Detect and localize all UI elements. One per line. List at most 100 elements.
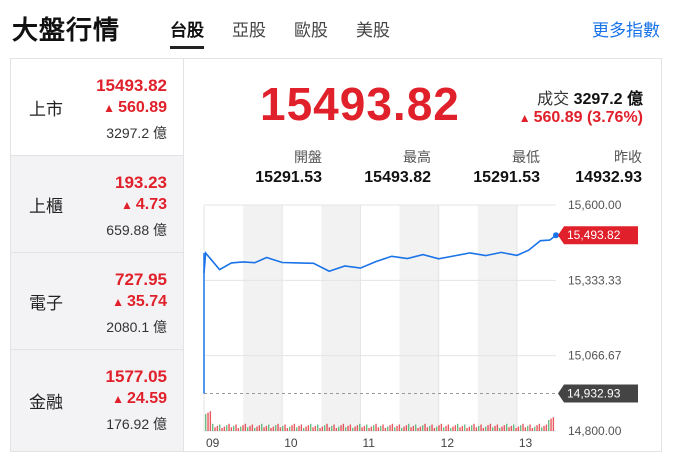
volume-bar bbox=[230, 427, 233, 431]
volume-bar bbox=[492, 427, 494, 431]
y-tick-label: 14,800.00 bbox=[568, 424, 622, 438]
volume-label: 成交 bbox=[537, 91, 570, 108]
sidebar-item-price: 727.95 bbox=[115, 270, 167, 289]
stat-value: 15291.53 bbox=[473, 169, 540, 186]
volume-bar bbox=[415, 424, 417, 431]
more-indices-link[interactable]: 更多指數 bbox=[592, 21, 660, 40]
volume-bar bbox=[494, 425, 496, 431]
volume-bar bbox=[422, 425, 424, 431]
sidebar-item-change: ▲ 560.89 bbox=[103, 99, 167, 117]
market-panel: 上市 15493.82 ▲ 560.89 3297.2 億 上櫃 193.23 ▲… bbox=[10, 58, 662, 452]
current-price-tag bbox=[558, 226, 638, 245]
volume-bar bbox=[408, 423, 410, 431]
sidebar-item-electronics[interactable]: 電子 727.95 ▲ 35.74 2080.1 億 bbox=[11, 253, 183, 350]
volume-bar bbox=[389, 425, 391, 431]
volume-bar bbox=[454, 425, 457, 431]
sidebar-item-otc[interactable]: 上櫃 193.23 ▲ 4.73 659.88 億 bbox=[11, 156, 183, 253]
volume-bar bbox=[298, 425, 300, 431]
volume-bar bbox=[268, 424, 270, 431]
volume-bar bbox=[312, 427, 314, 431]
volume-bar bbox=[461, 425, 464, 431]
volume-bar bbox=[258, 425, 261, 431]
up-triangle-icon: ▲ bbox=[518, 111, 531, 125]
intraday-chart[interactable]: 15,600.00 15,333.33 15,066.67 14,800.00 09 10… bbox=[184, 199, 661, 451]
tab-us[interactable]: 美股 bbox=[356, 21, 390, 40]
volume-bar bbox=[394, 427, 396, 431]
sidebar-item-change: ▲ 24.59 bbox=[112, 390, 167, 408]
tab-europe[interactable]: 歐股 bbox=[294, 21, 328, 40]
volume-bar bbox=[244, 423, 247, 431]
stat-low: 最低 15291.53 bbox=[473, 147, 540, 187]
volume-bar bbox=[254, 428, 256, 431]
stat-label: 昨收 bbox=[614, 149, 642, 165]
volume-bar bbox=[464, 424, 466, 431]
volume-bar bbox=[354, 426, 356, 431]
volume-bar bbox=[363, 425, 366, 431]
x-tick-label: 13 bbox=[519, 436, 533, 450]
volume-bar bbox=[524, 427, 527, 431]
volume-bar bbox=[487, 425, 489, 431]
volume-bar bbox=[286, 428, 289, 431]
volume-bar bbox=[445, 425, 447, 431]
volume-bar bbox=[249, 425, 251, 431]
change-value: 560.89 (3.76%) bbox=[533, 109, 643, 126]
volume-bar bbox=[485, 426, 487, 431]
sidebar-item-price: 1577.05 bbox=[105, 367, 167, 386]
volume-bar bbox=[361, 427, 363, 431]
stat-prev-close: 昨收 14932.93 bbox=[575, 147, 642, 187]
tab-asia[interactable]: 亞股 bbox=[232, 21, 266, 40]
page-title: 大盤行情 bbox=[12, 15, 121, 45]
volume-bar bbox=[468, 426, 471, 431]
x-tick-label: 10 bbox=[284, 436, 298, 450]
volume-bar bbox=[209, 411, 212, 431]
y-tick-label: 15,600.00 bbox=[568, 199, 622, 212]
stat-high: 最高 15493.82 bbox=[364, 147, 431, 187]
x-tick-label: 12 bbox=[441, 436, 455, 450]
market-tabs: 台股 亞股 歐股 美股 bbox=[170, 16, 390, 49]
volume-bar bbox=[426, 427, 429, 431]
volume-bar bbox=[347, 425, 349, 431]
volume-bar bbox=[326, 423, 328, 431]
volume-bar bbox=[440, 423, 443, 431]
volume-bar bbox=[282, 425, 284, 431]
stat-value: 14932.93 bbox=[575, 169, 642, 186]
sidebar-item-volume: 2080.1 億 bbox=[106, 319, 167, 335]
sidebar-item-listed[interactable]: 上市 15493.82 ▲ 560.89 3297.2 億 bbox=[11, 59, 183, 156]
volume-bar bbox=[457, 423, 459, 431]
volume-bar bbox=[359, 423, 361, 431]
x-tick-label: 11 bbox=[362, 436, 375, 450]
volume-bar bbox=[482, 428, 485, 431]
stat-label: 最低 bbox=[512, 149, 540, 165]
volume-bar bbox=[328, 427, 331, 431]
volume-bar bbox=[531, 428, 534, 431]
sidebar-item-change: ▲ 35.74 bbox=[112, 293, 167, 311]
volume-value: 3297.2 億 bbox=[573, 91, 643, 108]
prev-close-tag-label: 14,932.93 bbox=[567, 386, 621, 400]
volume-bar bbox=[270, 428, 272, 431]
volume-bar bbox=[541, 427, 543, 431]
volume-bar bbox=[478, 425, 480, 431]
volume-bar bbox=[212, 423, 214, 431]
up-triangle-icon: ▲ bbox=[112, 295, 124, 309]
sidebar-item-name: 上市 bbox=[29, 100, 63, 119]
hour-band bbox=[321, 205, 361, 431]
stat-open: 開盤 15291.53 bbox=[255, 147, 322, 187]
volume-bar bbox=[233, 425, 235, 431]
volume-bar bbox=[412, 425, 415, 431]
tab-taiwan[interactable]: 台股 bbox=[170, 16, 204, 49]
volume-bar bbox=[384, 428, 387, 431]
volume-bar bbox=[265, 425, 268, 431]
volume-bar bbox=[296, 427, 298, 431]
volume-bar bbox=[345, 427, 347, 431]
sidebar-item-finance[interactable]: 金融 1577.05 ▲ 24.59 176.92 億 bbox=[11, 350, 183, 451]
sidebar-item-price: 193.23 bbox=[115, 173, 167, 192]
volume-bar bbox=[433, 428, 436, 431]
sidebar-item-name: 電子 bbox=[29, 294, 63, 313]
volume-bar bbox=[340, 425, 342, 431]
volume-bar bbox=[226, 425, 228, 431]
volume-bar bbox=[527, 425, 529, 431]
volume-bar bbox=[552, 417, 555, 431]
volume-bar bbox=[261, 423, 263, 431]
volume-bar bbox=[473, 423, 475, 431]
volume-bar bbox=[370, 426, 373, 431]
